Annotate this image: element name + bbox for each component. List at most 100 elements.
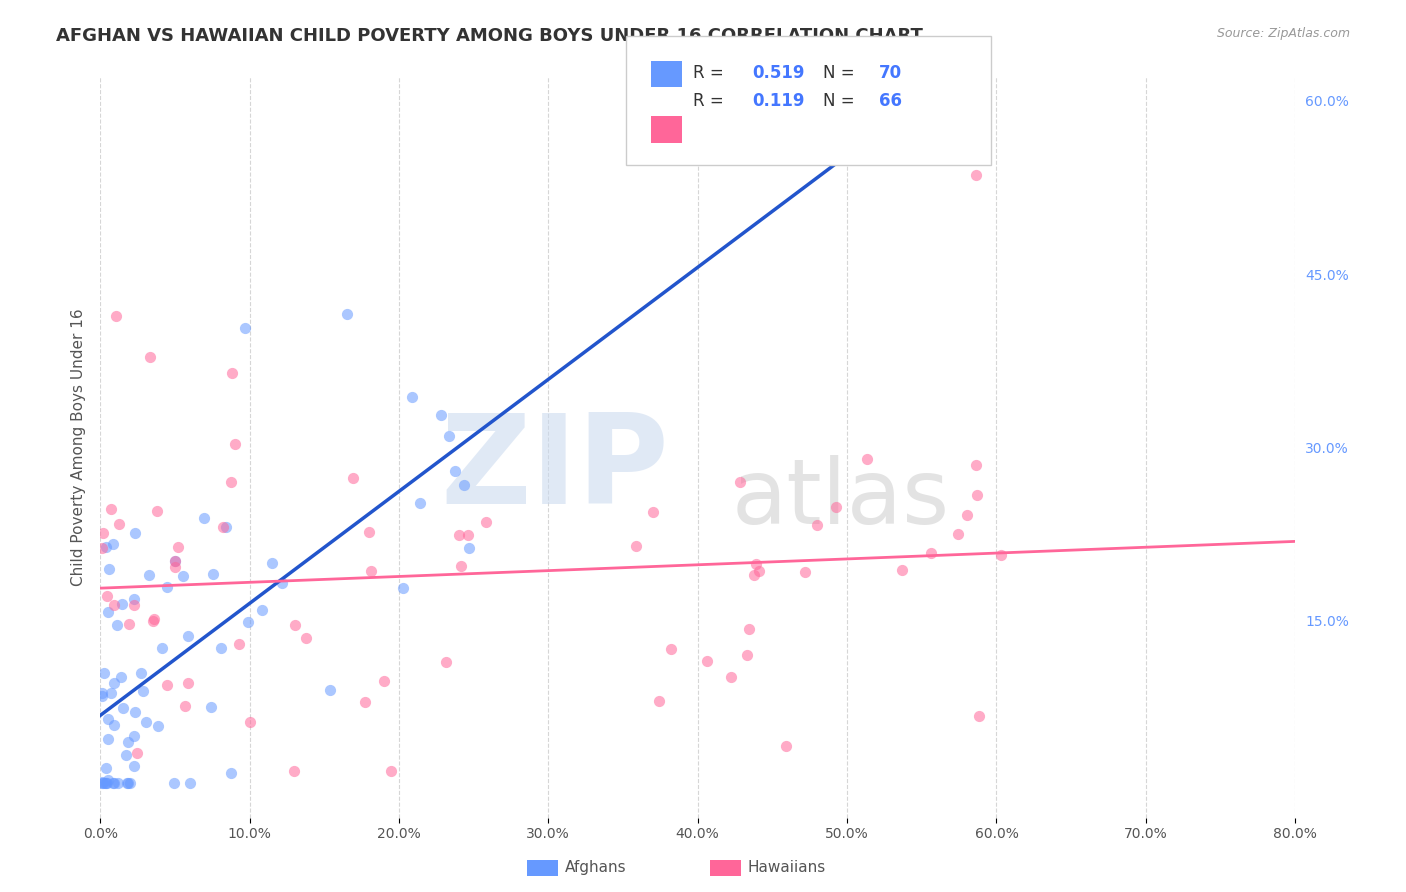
Text: 66: 66 [879,92,901,110]
Point [624,539,647,553]
Point [90,776,112,790]
Point [946,527,969,541]
Point [150,641,173,656]
Point [967,709,990,723]
Point [125,747,148,761]
Point [156,580,179,594]
Text: 70: 70 [879,64,901,82]
Point [806,517,828,532]
Point [173,699,195,714]
Point [90,686,112,700]
Point [648,693,671,707]
Point [176,629,198,643]
Point [96,776,118,790]
Point [219,766,242,780]
Point [114,747,136,762]
Point [748,564,770,578]
Text: 0.119: 0.119 [752,92,804,110]
Point [474,515,496,529]
Point [738,622,761,636]
Text: N =: N = [823,92,859,110]
Point [825,500,848,515]
Point [955,508,977,522]
Point [118,776,141,790]
Point [115,776,138,790]
Point [457,527,479,541]
Point [429,408,451,422]
Point [437,428,460,442]
Point [94,776,117,790]
Point [93,665,115,680]
Point [193,510,215,524]
Text: AFGHAN VS HAWAIIAN CHILD POVERTY AMONG BOYS UNDER 16 CORRELATION CHART: AFGHAN VS HAWAIIAN CHILD POVERTY AMONG B… [56,27,924,45]
Point [353,695,375,709]
Point [793,565,815,579]
Point [179,776,201,790]
Point [124,759,146,773]
Point [103,676,125,690]
Point [142,612,165,626]
Text: 0.519: 0.519 [752,64,804,82]
Point [91,689,114,703]
Text: ZIP: ZIP [440,409,669,530]
Point [401,390,423,404]
Point [409,495,432,509]
Point [966,488,988,502]
Point [97,773,120,788]
Point [219,475,242,490]
Point [212,520,235,534]
Point [104,310,127,324]
Point [146,504,169,518]
Point [443,464,465,478]
Point [360,564,382,578]
Point [105,618,128,632]
Point [373,674,395,689]
Point [100,685,122,699]
Point [447,527,470,541]
Point [392,582,415,596]
Point [250,603,273,617]
Point [336,307,359,321]
Point [124,526,146,541]
Point [221,366,243,380]
Point [111,701,134,715]
Point [129,666,152,681]
Point [165,553,187,567]
Point [163,553,186,567]
Point [97,732,120,747]
Point [745,557,768,571]
Point [720,670,742,684]
Point [97,712,120,726]
Text: Hawaiians: Hawaiians [748,860,827,874]
Text: N =: N = [823,64,859,82]
Point [117,776,139,790]
Y-axis label: Child Poverty Among Boys Under 16: Child Poverty Among Boys Under 16 [72,309,86,586]
Point [735,648,758,663]
Point [156,677,179,691]
Point [450,558,472,573]
Point [965,169,987,183]
Text: Source: ZipAtlas.com: Source: ZipAtlas.com [1216,27,1350,40]
Point [132,683,155,698]
Point [100,502,122,516]
Point [742,568,765,582]
Point [118,617,141,632]
Point [728,475,751,489]
Point [101,537,124,551]
Point [233,321,256,335]
Point [270,576,292,591]
Point [138,567,160,582]
Point [124,706,146,720]
Point [201,566,224,581]
Point [166,540,188,554]
Point [103,776,125,790]
Point [91,776,114,790]
Point [177,676,200,690]
Point [96,776,118,790]
Point [200,700,222,714]
Point [94,540,117,554]
Point [357,525,380,540]
Point [103,598,125,612]
Point [165,560,187,574]
Point [775,739,797,753]
